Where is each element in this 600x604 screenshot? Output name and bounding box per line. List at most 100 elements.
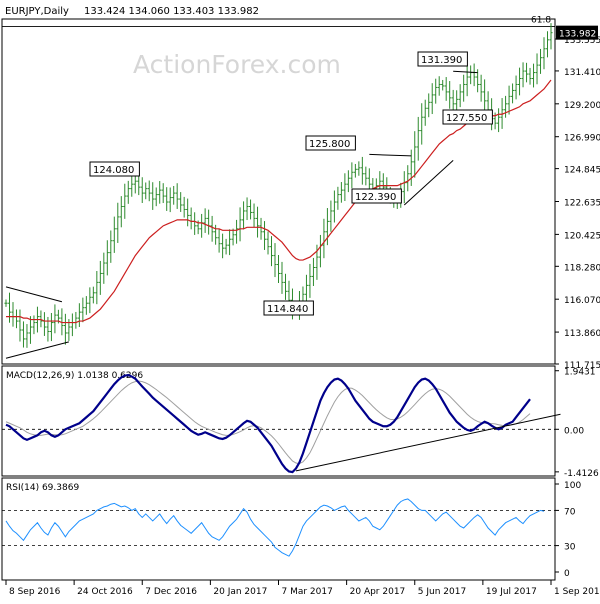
ohlc-bar <box>430 83 434 115</box>
x-tick-label: 5 Jun 2017 <box>418 587 466 597</box>
ohlc-bar <box>280 261 284 294</box>
rsi-tick-label: 70 <box>564 507 576 517</box>
rsi-tick-label: 30 <box>564 543 576 553</box>
ohlc-bar <box>210 215 214 242</box>
price-panel: 111.715 113.860 116.070 118.280 120.425 122.6… <box>2 15 600 371</box>
macd-panel: MACD(12,26,9) 1.0138 0.6296 1.9431 0.00 -1.… <box>2 368 599 479</box>
ohlc-bar <box>322 218 326 259</box>
ohlc-bar <box>91 286 95 304</box>
price-tick-label: 111.715 <box>564 361 600 371</box>
ohlc-bar <box>154 187 158 207</box>
price-trendline <box>453 70 478 74</box>
annotation-label: 122.390 <box>355 192 396 203</box>
annotation-box <box>89 161 140 177</box>
ohlc-bar <box>241 201 246 230</box>
x-tick-label: 20 Apr 2017 <box>350 587 406 597</box>
price-tick-label: 113.860 <box>564 329 600 339</box>
annotation-label: 114.840 <box>267 304 308 315</box>
macd-tick-label: -1.4126 <box>564 469 599 479</box>
annotation-box <box>305 135 356 151</box>
symbol-label: EURJPY,Daily <box>5 6 69 17</box>
price-annotation: 124.080 <box>89 161 140 177</box>
ohlc-bar <box>406 165 410 192</box>
ohlc-bar <box>304 274 309 305</box>
ohlc-bar <box>217 228 221 253</box>
ohlc-bar <box>343 173 347 202</box>
ohlc-bar <box>95 271 99 305</box>
ohlc-label: 133.424 134.060 133.403 133.982 <box>84 6 259 17</box>
ohlc-bar <box>98 260 102 295</box>
ohlc-bar <box>364 166 368 186</box>
ohlc-bar <box>179 192 183 212</box>
ohlc-bar <box>28 316 33 344</box>
ohlc-bar <box>531 63 536 88</box>
ohlc-bar <box>224 238 228 255</box>
annotation-label: 125.800 <box>309 139 350 150</box>
x-tick-label: 24 Oct 2016 <box>77 587 133 597</box>
ohlc-bar <box>262 221 267 250</box>
ohlc-bar <box>357 161 361 176</box>
annotation-label: 127.550 <box>446 113 487 124</box>
ohlc-bar <box>528 67 532 85</box>
ohlc-bar <box>448 81 452 109</box>
ohlc-bar <box>63 313 67 345</box>
ohlc-bar <box>84 296 88 315</box>
ohlc-bar <box>497 108 501 133</box>
rsi-tick-label: 100 <box>564 481 581 491</box>
ohlc-bar <box>221 233 225 259</box>
ohlc-bar <box>151 182 155 210</box>
ohlc-bar <box>102 252 106 284</box>
price-trendline <box>5 286 63 303</box>
ohlc-bar <box>158 181 162 204</box>
ohlc-bar <box>542 37 546 70</box>
ohlc-bar <box>7 292 12 323</box>
macd-signal-line <box>5 380 531 465</box>
ohlc-bar <box>140 177 144 204</box>
ohlc-bar <box>510 83 515 104</box>
ohlc-bar <box>273 243 277 278</box>
ohlc-bar <box>116 202 120 243</box>
ohlc-bar <box>269 236 274 267</box>
ohlc-bar <box>353 163 357 178</box>
ohlc-bar <box>276 254 281 284</box>
ohlc-bar <box>441 79 445 91</box>
ohlc-bar <box>245 197 249 221</box>
ohlc-bar <box>252 203 256 228</box>
ohlc-bar <box>112 216 116 253</box>
ohlc-bar <box>32 315 36 335</box>
ohlc-bar <box>549 23 553 50</box>
ohlc-bar <box>18 309 22 342</box>
ohlc-bar <box>308 263 312 298</box>
ohlc-bar <box>123 183 127 219</box>
ohlc-bar <box>144 182 148 200</box>
ohlc-bar <box>248 199 253 220</box>
current-price-label: 133.982 <box>559 30 596 40</box>
x-tick-label: 1 Sep 2017 <box>554 587 600 597</box>
ohlc-bar <box>53 304 57 334</box>
price-trendline <box>369 153 412 157</box>
ohlc-bar <box>479 74 483 102</box>
ohlc-bar <box>172 185 176 205</box>
chart-frames <box>1 18 556 581</box>
macd-trendline <box>295 413 561 472</box>
ohlc-bar <box>462 74 466 102</box>
moving-average-line <box>6 79 552 324</box>
ohlc-bar <box>311 257 316 287</box>
ohlc-bar <box>88 287 92 314</box>
ohlc-bar <box>266 231 270 255</box>
ohlc-bar <box>538 48 543 74</box>
ohlc-bar <box>182 196 186 218</box>
ohlc-bar <box>427 93 431 118</box>
rsi-line <box>5 498 545 557</box>
ohlc-bar <box>81 297 85 323</box>
ohlc-bar <box>77 303 81 328</box>
ohlc-bar <box>255 206 260 238</box>
ohlc-bar <box>175 183 179 209</box>
ohlc-bar <box>231 228 235 246</box>
ohlc-bar <box>514 75 518 100</box>
price-tick-label: 122.635 <box>564 199 600 209</box>
price-tick-label: 116.070 <box>564 296 600 306</box>
ohlc-bar <box>517 67 522 96</box>
annotation-box <box>442 109 493 125</box>
